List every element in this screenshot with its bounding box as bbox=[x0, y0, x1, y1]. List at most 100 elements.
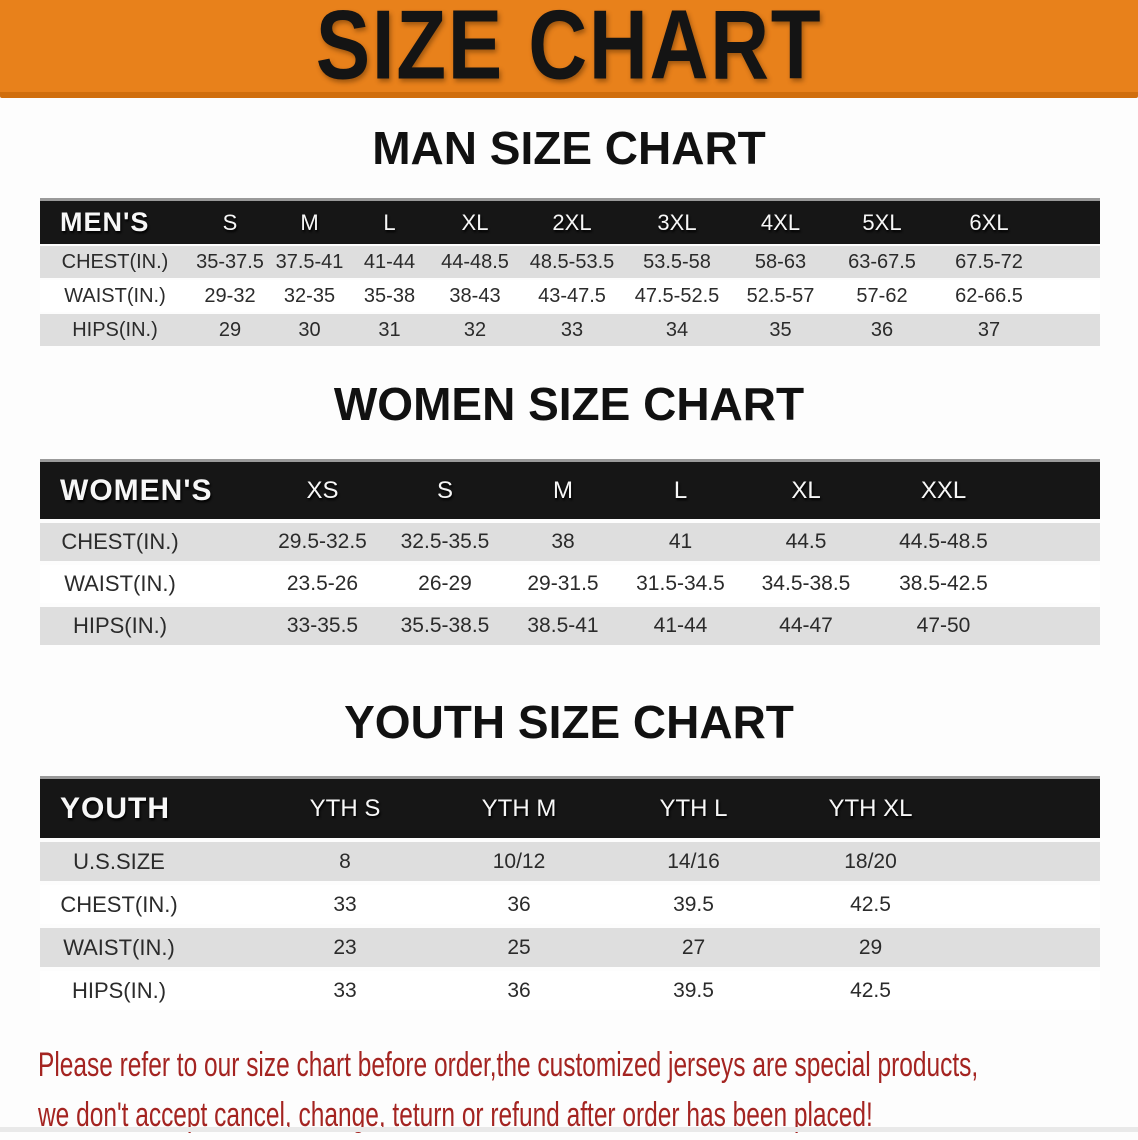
row-label: WAIST(IN.) bbox=[40, 280, 190, 312]
women-table-label: WOMEN'S bbox=[40, 459, 260, 519]
men-table-label: MEN'S bbox=[40, 198, 190, 244]
size-cell: 25 bbox=[432, 928, 606, 967]
size-cell: 37.5-41 bbox=[270, 246, 349, 278]
size-cell: 14/16 bbox=[606, 842, 781, 881]
man-section-title: MAN SIZE CHART bbox=[372, 122, 766, 174]
youth-waist-row: WAIST(IN.) 23 25 27 29 bbox=[40, 928, 1100, 967]
men-column-header: S bbox=[190, 198, 270, 244]
size-cell: 43-47.5 bbox=[520, 280, 624, 312]
size-cell: 29.5-32.5 bbox=[260, 523, 385, 561]
women-size-table: WOMEN'S XS S M L XL XXL CHEST(IN.) 29.5-… bbox=[40, 455, 1100, 649]
men-column-header: 5XL bbox=[831, 198, 933, 244]
size-cell: 26-29 bbox=[385, 565, 505, 603]
youth-column-header: YTH XL bbox=[781, 776, 1100, 838]
women-column-header: XXL bbox=[872, 459, 1100, 519]
women-chest-row: CHEST(IN.) 29.5-32.5 32.5-35.5 38 41 44.… bbox=[40, 523, 1100, 561]
size-cell: 37 bbox=[933, 314, 1100, 346]
size-cell: 58-63 bbox=[730, 246, 831, 278]
footer-line-1: Please refer to our size chart before or… bbox=[38, 1046, 979, 1084]
row-label: CHEST(IN.) bbox=[40, 885, 258, 924]
men-column-header: L bbox=[349, 198, 430, 244]
youth-ussize-row: U.S.SIZE 8 10/12 14/16 18/20 bbox=[40, 842, 1100, 881]
women-hips-row: HIPS(IN.) 33-35.5 35.5-38.5 38.5-41 41-4… bbox=[40, 607, 1100, 645]
size-cell: 32.5-35.5 bbox=[385, 523, 505, 561]
size-cell: 23 bbox=[258, 928, 432, 967]
size-cell: 36 bbox=[432, 971, 606, 1010]
row-label: U.S.SIZE bbox=[40, 842, 258, 881]
size-cell: 35.5-38.5 bbox=[385, 607, 505, 645]
size-cell: 41-44 bbox=[349, 246, 430, 278]
size-cell: 31.5-34.5 bbox=[621, 565, 740, 603]
size-cell: 29-32 bbox=[190, 280, 270, 312]
size-cell: 38 bbox=[505, 523, 621, 561]
youth-size-table: YOUTH YTH S YTH M YTH L YTH XL U.S.SIZE … bbox=[40, 772, 1100, 1014]
size-cell: 48.5-53.5 bbox=[520, 246, 624, 278]
youth-header-row: YOUTH YTH S YTH M YTH L YTH XL bbox=[40, 776, 1100, 838]
size-cell: 42.5 bbox=[781, 885, 1100, 924]
size-cell: 47.5-52.5 bbox=[624, 280, 730, 312]
youth-table-label: YOUTH bbox=[40, 776, 258, 838]
row-label: CHEST(IN.) bbox=[40, 246, 190, 278]
size-cell: 10/12 bbox=[432, 842, 606, 881]
size-cell: 30 bbox=[270, 314, 349, 346]
size-cell: 47-50 bbox=[872, 607, 1100, 645]
size-cell: 42.5 bbox=[781, 971, 1100, 1010]
size-cell: 38.5-42.5 bbox=[872, 565, 1100, 603]
size-cell: 29 bbox=[781, 928, 1100, 967]
women-column-header: S bbox=[385, 459, 505, 519]
women-column-header: L bbox=[621, 459, 740, 519]
men-column-header: 6XL bbox=[933, 198, 1100, 244]
size-cell: 36 bbox=[432, 885, 606, 924]
size-cell: 8 bbox=[258, 842, 432, 881]
men-waist-row: WAIST(IN.) 29-32 32-35 35-38 38-43 43-47… bbox=[40, 280, 1100, 312]
banner: SIZE CHART bbox=[0, 0, 1138, 98]
size-cell: 44-47 bbox=[740, 607, 872, 645]
size-cell: 57-62 bbox=[831, 280, 933, 312]
men-chest-row: CHEST(IN.) 35-37.5 37.5-41 41-44 44-48.5… bbox=[40, 246, 1100, 278]
bottom-edge-strip bbox=[0, 1127, 1138, 1132]
size-cell: 44.5-48.5 bbox=[872, 523, 1100, 561]
men-header-row: MEN'S S M L XL 2XL 3XL 4XL 5XL 6XL bbox=[40, 198, 1100, 244]
size-cell: 53.5-58 bbox=[624, 246, 730, 278]
size-cell: 44.5 bbox=[740, 523, 872, 561]
size-cell: 52.5-57 bbox=[730, 280, 831, 312]
size-cell: 33 bbox=[258, 885, 432, 924]
size-cell: 44-48.5 bbox=[430, 246, 520, 278]
size-cell: 23.5-26 bbox=[260, 565, 385, 603]
size-cell: 35 bbox=[730, 314, 831, 346]
youth-hips-row: HIPS(IN.) 33 36 39.5 42.5 bbox=[40, 971, 1100, 1010]
size-cell: 27 bbox=[606, 928, 781, 967]
women-waist-row: WAIST(IN.) 23.5-26 26-29 29-31.5 31.5-34… bbox=[40, 565, 1100, 603]
women-section-title: WOMEN SIZE CHART bbox=[333, 378, 805, 430]
women-header-row: WOMEN'S XS S M L XL XXL bbox=[40, 459, 1100, 519]
size-cell: 41-44 bbox=[621, 607, 740, 645]
size-cell: 39.5 bbox=[606, 885, 781, 924]
size-cell: 18/20 bbox=[781, 842, 1100, 881]
footer-line-2: we don't accept cancel, change, teturn o… bbox=[38, 1096, 873, 1134]
size-cell: 33-35.5 bbox=[260, 607, 385, 645]
size-cell: 41 bbox=[621, 523, 740, 561]
size-cell: 32-35 bbox=[270, 280, 349, 312]
women-column-header: XL bbox=[740, 459, 872, 519]
size-cell: 67.5-72 bbox=[933, 246, 1100, 278]
men-column-header: 2XL bbox=[520, 198, 624, 244]
men-column-header: XL bbox=[430, 198, 520, 244]
youth-column-header: YTH S bbox=[258, 776, 432, 838]
size-cell: 63-67.5 bbox=[831, 246, 933, 278]
row-label: HIPS(IN.) bbox=[40, 971, 258, 1010]
youth-chest-row: CHEST(IN.) 33 36 39.5 42.5 bbox=[40, 885, 1100, 924]
men-size-table: MEN'S S M L XL 2XL 3XL 4XL 5XL 6XL CHEST… bbox=[40, 196, 1100, 348]
youth-column-header: YTH L bbox=[606, 776, 781, 838]
men-hips-row: HIPS(IN.) 29 30 31 32 33 34 35 36 37 bbox=[40, 314, 1100, 346]
size-cell: 62-66.5 bbox=[933, 280, 1100, 312]
size-cell: 33 bbox=[520, 314, 624, 346]
size-cell: 34.5-38.5 bbox=[740, 565, 872, 603]
youth-section-title: YOUTH SIZE CHART bbox=[344, 696, 794, 748]
women-column-header: M bbox=[505, 459, 621, 519]
men-column-header: 3XL bbox=[624, 198, 730, 244]
row-label: HIPS(IN.) bbox=[40, 607, 260, 645]
youth-column-header: YTH M bbox=[432, 776, 606, 838]
size-cell: 35-37.5 bbox=[190, 246, 270, 278]
row-label: WAIST(IN.) bbox=[40, 928, 258, 967]
women-column-header: XS bbox=[260, 459, 385, 519]
